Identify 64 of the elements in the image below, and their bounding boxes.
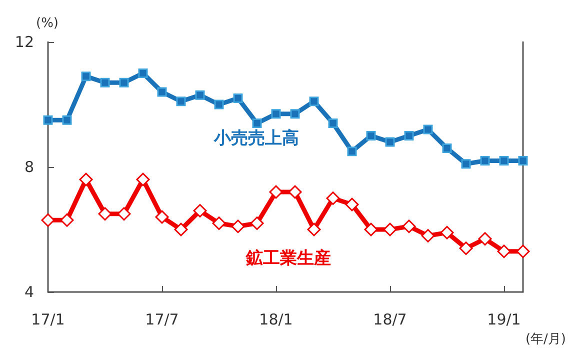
- point: [157, 87, 167, 97]
- point: [480, 156, 490, 166]
- series-label: 鉱工業生産: [245, 248, 331, 268]
- point: [518, 156, 528, 166]
- point: [193, 204, 207, 218]
- point: [364, 222, 378, 236]
- point: [119, 78, 129, 88]
- point: [385, 137, 395, 147]
- point: [404, 131, 414, 140]
- point: [43, 115, 53, 125]
- point: [269, 185, 283, 199]
- x-axis-title: (年/月): [525, 332, 566, 347]
- x-tick-label: 18/1: [259, 310, 293, 328]
- point: [309, 96, 319, 106]
- y-tick-label: 12: [14, 33, 34, 51]
- point: [497, 244, 511, 258]
- point: [174, 222, 188, 236]
- point: [252, 118, 262, 128]
- point: [214, 100, 224, 110]
- point: [402, 220, 416, 234]
- point: [231, 220, 245, 234]
- point: [212, 216, 226, 230]
- point: [41, 213, 55, 227]
- point: [250, 216, 264, 230]
- point: [326, 192, 340, 205]
- point: [195, 90, 205, 100]
- x-tick-label: 17/1: [31, 310, 65, 328]
- x-tick-label: 17/7: [145, 310, 179, 328]
- point: [499, 156, 509, 166]
- point: [459, 242, 473, 255]
- point: [290, 109, 300, 119]
- point: [440, 226, 454, 240]
- point: [478, 232, 492, 246]
- point: [307, 222, 321, 236]
- y-axis-title: (%): [36, 16, 58, 31]
- point: [155, 210, 169, 224]
- point: [461, 159, 471, 169]
- x-tick-label: 18/7: [373, 310, 407, 328]
- point: [176, 96, 186, 106]
- point: [117, 207, 131, 221]
- point: [345, 198, 359, 212]
- point: [136, 172, 150, 186]
- y-tick-label: 4: [24, 283, 34, 301]
- point: [60, 213, 74, 227]
- point: [233, 94, 243, 103]
- point: [81, 72, 91, 82]
- point: [138, 68, 148, 78]
- point: [516, 244, 530, 258]
- point: [100, 78, 110, 88]
- point: [271, 109, 281, 119]
- point: [366, 131, 376, 140]
- series-label: 小売売上高: [213, 128, 299, 148]
- point: [423, 124, 433, 134]
- x-tick-label: 19/1: [487, 310, 521, 328]
- point: [328, 118, 338, 128]
- point: [383, 222, 397, 236]
- y-tick-label: 8: [24, 158, 34, 176]
- point: [98, 207, 112, 221]
- point: [79, 172, 93, 186]
- point: [347, 146, 357, 156]
- point: [288, 185, 302, 199]
- point: [421, 229, 435, 242]
- point: [62, 115, 72, 125]
- point: [442, 144, 452, 153]
